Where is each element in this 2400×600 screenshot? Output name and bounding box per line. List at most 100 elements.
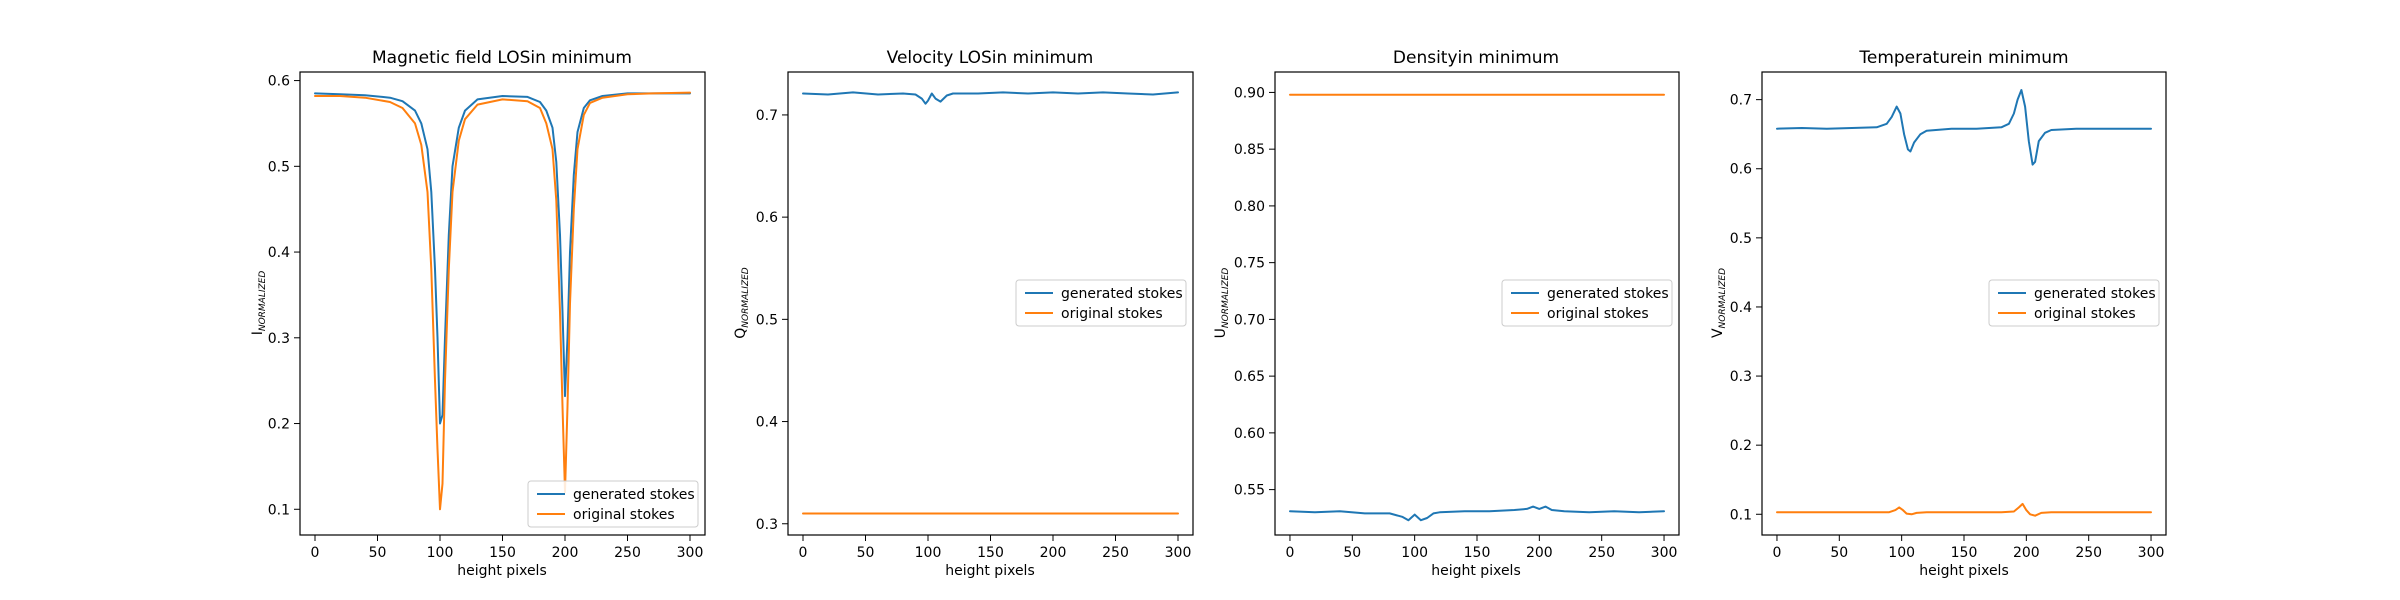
y-axis-label: QNORMALIZED xyxy=(733,267,751,339)
y-tick-label: 0.85 xyxy=(1234,142,1265,158)
x-tick-label: 100 xyxy=(1401,545,1428,561)
legend-label-generated: generated stokes xyxy=(573,487,695,503)
x-tick-label: 0 xyxy=(311,545,320,561)
y-tick-label: 0.55 xyxy=(1234,483,1265,499)
x-tick-label: 150 xyxy=(1464,545,1491,561)
axis-ticks: 0 50 100 150 200 250 300 0.1 0.2 0.3 0.4 0.5 0.6 0.7 xyxy=(1730,93,2165,561)
series-line-original xyxy=(1776,502,2152,517)
x-tick-label: 150 xyxy=(1951,545,1978,561)
y-tick-label: 0.3 xyxy=(756,517,778,533)
x-tick-label: 250 xyxy=(1588,545,1615,561)
x-tick-label: 250 xyxy=(614,545,641,561)
legend-box xyxy=(1988,279,2160,327)
legend-label-original: original stokes xyxy=(1547,306,1649,322)
x-tick-label: 0 xyxy=(1286,545,1295,561)
plot-area xyxy=(802,91,1179,515)
x-tick-label: 0 xyxy=(1773,545,1782,561)
x-tick-label: 250 xyxy=(1102,545,1129,561)
x-tick-label: 100 xyxy=(1888,545,1915,561)
chart-panel-4: Temperaturein minimum 0 50 100 150 200 250 300… xyxy=(1710,48,2167,579)
x-tick-label: 300 xyxy=(2138,545,2165,561)
y-tick-label: 0.70 xyxy=(1234,312,1265,328)
x-tick-label: 50 xyxy=(369,545,387,561)
chart-panel-2: Velocity LOSin minimum 0 50 100 150 200 250 30… xyxy=(733,48,1194,579)
x-tick-label: 200 xyxy=(552,545,579,561)
y-tick-label: 0.6 xyxy=(268,74,290,90)
legend-label-original: original stokes xyxy=(2034,306,2136,322)
legend: generated stokes original stokes xyxy=(1988,279,2160,327)
chart-title: Magnetic field LOSin minimum xyxy=(372,48,632,68)
y-axis-label: UNORMALIZED xyxy=(1213,268,1231,339)
x-axis-label: height pixels xyxy=(945,563,1035,579)
plot-area xyxy=(1776,89,2152,517)
y-tick-label: 0.1 xyxy=(268,502,290,518)
y-tick-label: 0.7 xyxy=(1730,93,1752,109)
x-tick-label: 300 xyxy=(677,545,704,561)
y-tick-label: 0.65 xyxy=(1234,369,1265,385)
chart-title: Velocity LOSin minimum xyxy=(887,48,1094,68)
x-tick-label: 150 xyxy=(489,545,516,561)
legend-box xyxy=(1015,279,1187,327)
x-tick-label: 100 xyxy=(915,545,942,561)
x-tick-label: 300 xyxy=(1651,545,1678,561)
y-tick-label: 0.5 xyxy=(268,159,290,175)
y-tick-label: 0.5 xyxy=(1730,231,1752,247)
x-tick-label: 200 xyxy=(2013,545,2040,561)
legend-label-original: original stokes xyxy=(1061,306,1163,322)
x-tick-label: 50 xyxy=(1343,545,1361,561)
y-tick-label: 0.2 xyxy=(1730,438,1752,454)
series-line-generated xyxy=(314,92,691,425)
y-tick-label: 0.80 xyxy=(1234,199,1265,215)
chart-title: Densityin minimum xyxy=(1393,48,1559,68)
y-tick-label: 0.2 xyxy=(268,417,290,433)
legend-box xyxy=(1501,279,1673,327)
legend-label-generated: generated stokes xyxy=(1547,286,1669,302)
legend: generated stokes original stokes xyxy=(1015,279,1187,327)
x-axis-label: height pixels xyxy=(457,563,547,579)
x-tick-label: 250 xyxy=(2075,545,2102,561)
y-tick-label: 0.4 xyxy=(268,245,290,261)
y-tick-label: 0.5 xyxy=(756,312,778,328)
x-tick-label: 300 xyxy=(1165,545,1192,561)
y-tick-label: 0.4 xyxy=(1730,300,1752,316)
y-tick-label: 0.4 xyxy=(756,415,778,431)
legend: generated stokes original stokes xyxy=(527,480,699,528)
x-tick-label: 50 xyxy=(857,545,875,561)
plot-area xyxy=(314,91,691,511)
legend-label-generated: generated stokes xyxy=(1061,286,1183,302)
series-line-generated xyxy=(1776,89,2152,166)
y-tick-label: 0.3 xyxy=(1730,369,1752,385)
axis-ticks: 0 50 100 150 200 250 300 0.55 0.60 0.65 0.70 0.75 0.… xyxy=(1234,85,1678,561)
axis-ticks: 0 50 100 150 200 250 300 0.3 0.4 0.5 0.6 0.7 xyxy=(756,108,1192,561)
y-axis-label: VNORMALIZED xyxy=(1710,268,1728,338)
legend-label-generated: generated stokes xyxy=(2034,286,2156,302)
chart-title: Temperaturein minimum xyxy=(1858,48,2068,68)
chart-panel-1: Magnetic field LOSin minimum 0 50 100 150 20… xyxy=(250,48,706,579)
y-tick-label: 0.60 xyxy=(1234,426,1265,442)
axes-frame xyxy=(299,71,706,536)
x-tick-label: 0 xyxy=(799,545,808,561)
y-tick-label: 0.90 xyxy=(1234,85,1265,101)
x-axis-label: height pixels xyxy=(1431,563,1521,579)
chart-panel-3: Densityin minimum 0 50 100 150 200 250 300 0.55… xyxy=(1213,48,1680,579)
x-tick-label: 50 xyxy=(1830,545,1848,561)
legend-label-original: original stokes xyxy=(573,507,675,523)
legend: generated stokes original stokes xyxy=(1501,279,1673,327)
y-tick-label: 0.7 xyxy=(756,108,778,124)
plot-area xyxy=(1289,93,1665,522)
series-line-generated xyxy=(1289,505,1665,522)
y-tick-label: 0.6 xyxy=(1730,162,1752,178)
x-tick-label: 200 xyxy=(1526,545,1553,561)
y-tick-label: 0.6 xyxy=(756,210,778,226)
x-axis-label: height pixels xyxy=(1919,563,2009,579)
x-tick-label: 100 xyxy=(427,545,454,561)
series-line-generated xyxy=(802,91,1179,105)
x-tick-label: 200 xyxy=(1040,545,1067,561)
y-tick-label: 0.1 xyxy=(1730,507,1752,523)
axis-ticks: 0 50 100 150 200 250 300 0.1 0.2 0.3 0.4 0.5 0.6 xyxy=(268,74,704,561)
x-tick-label: 150 xyxy=(977,545,1004,561)
y-tick-label: 0.3 xyxy=(268,331,290,347)
legend-box xyxy=(527,480,699,528)
y-axis-label: INORMALIZED xyxy=(250,271,268,336)
